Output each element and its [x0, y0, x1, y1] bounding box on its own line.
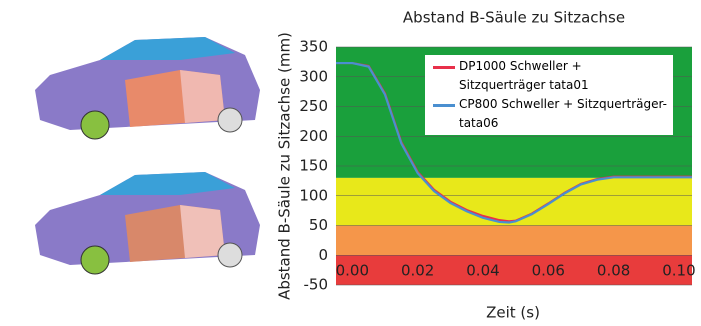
y-tick-label: 200 [299, 127, 328, 145]
y-axis-label: Abstand B-Säule zu Sitzachse (mm) [276, 32, 294, 300]
legend-label: CP800 Schweller + Sitzquerträger-tata06 [459, 97, 667, 130]
band [336, 226, 692, 256]
y-tick-label: 100 [299, 186, 328, 204]
x-tick-label: 0.02 [401, 262, 434, 280]
page: Abstand B-Säule zu Sitzachse Zeit (s) Ab… [0, 0, 701, 326]
x-tick-label: 0.00 [336, 262, 369, 280]
x-tick-label: 0.08 [597, 262, 630, 280]
chart: Abstand B-Säule zu Sitzachse Zeit (s) Ab… [0, 0, 701, 326]
legend: DP1000 Schweller + Sitzquerträger tata01… [425, 55, 673, 135]
y-tick-label: 0 [318, 246, 328, 264]
x-axis-label: Zeit (s) [486, 304, 540, 322]
x-tick-label: 0.06 [532, 262, 565, 280]
car-images [35, 37, 260, 274]
chart-title: Abstand B-Säule zu Sitzachse [403, 9, 625, 27]
legend-label: DP1000 Schweller + Sitzquerträger tata01 [459, 59, 589, 92]
y-tick-label: 350 [299, 38, 328, 56]
y-tick-label: 300 [299, 67, 328, 85]
legend-swatch [433, 104, 455, 107]
legend-item: CP800 Schweller + Sitzquerträger-tata06 [429, 95, 669, 133]
x-tick-label: 0.04 [466, 262, 499, 280]
legend-swatch [433, 66, 455, 69]
y-tick-label: 250 [299, 97, 328, 115]
band [336, 255, 692, 285]
band [336, 178, 692, 226]
x-tick-label: 0.10 [662, 262, 695, 280]
y-tick-label: -50 [304, 276, 329, 294]
legend-item: DP1000 Schweller + Sitzquerträger tata01 [429, 57, 669, 95]
y-tick-label: 150 [299, 157, 328, 175]
y-tick-label: 50 [309, 216, 328, 234]
